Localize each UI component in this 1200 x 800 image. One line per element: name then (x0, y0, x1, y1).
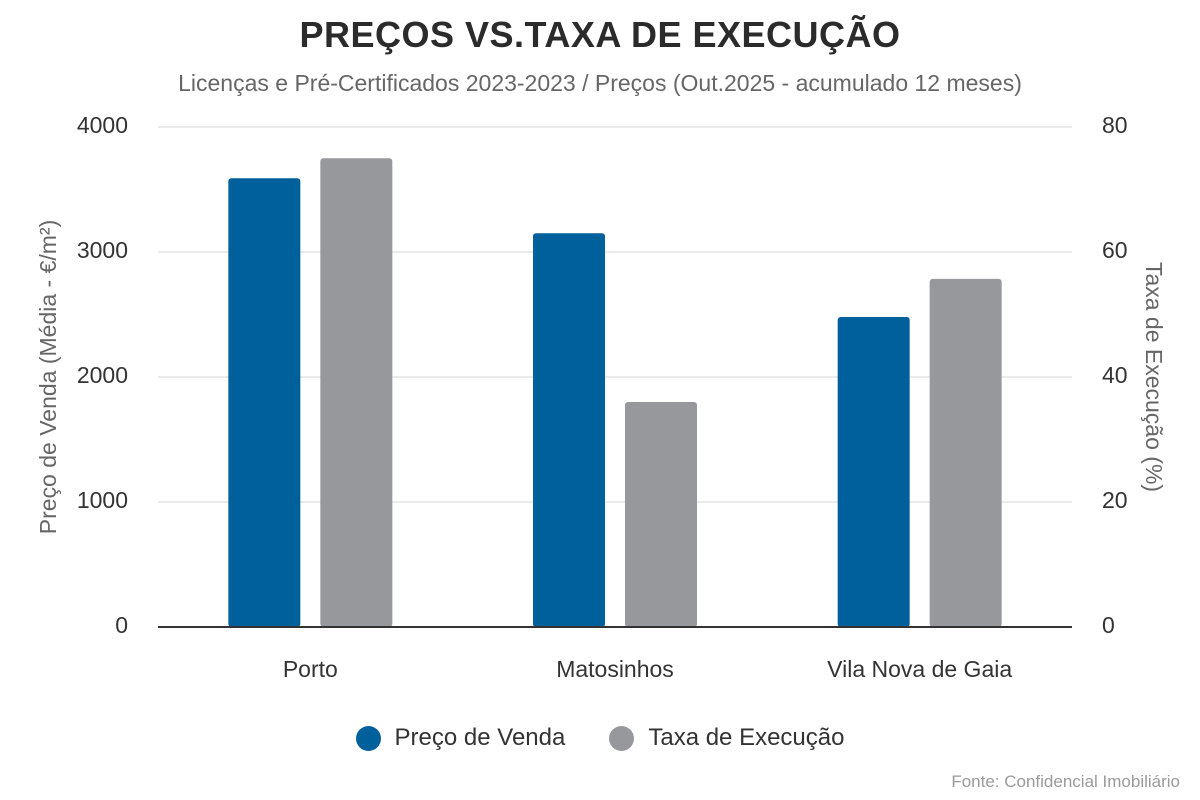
chart-title: PREÇOS VS.TAXA DE EXECUÇÃO (299, 14, 901, 55)
legend-swatch-taxa (609, 725, 635, 751)
y2-tick-label: 0 (1102, 612, 1115, 638)
x-category-label: Vila Nova de Gaia (827, 656, 1012, 682)
y-tick-label: 3000 (77, 237, 128, 263)
bar-preco-2[interactable] (533, 233, 605, 627)
source-note: Fonte: Confidencial Imobiliário (951, 772, 1180, 791)
chart-subtitle: Licenças e Pré-Certificados 2023-2023 / … (178, 70, 1022, 96)
x-category-label: Matosinhos (556, 656, 674, 682)
y2-tick-label: 60 (1102, 237, 1128, 263)
y-tick-label: 4000 (77, 112, 128, 138)
legend-label-taxa: Taxa de Execução (648, 724, 845, 751)
y-tick-label: 0 (115, 612, 128, 638)
legend-label-preco: Preço de Venda (394, 724, 566, 751)
bar-preco-1[interactable] (228, 178, 301, 627)
bar-taxa-1[interactable] (320, 158, 393, 627)
y-tick-label: 1000 (77, 487, 128, 513)
x-category-label: Porto (283, 656, 338, 682)
y2-tick-label: 40 (1102, 362, 1128, 388)
y-tick-label: 2000 (77, 362, 128, 388)
y2-axis-title: Taxa de Execução (%) (1141, 262, 1167, 492)
legend: Preço de Venda Taxa de Execução (0, 724, 1200, 752)
y2-tick-label: 80 (1102, 112, 1128, 138)
bar-taxa-3[interactable] (929, 278, 1002, 627)
bar-taxa-2[interactable] (625, 402, 697, 627)
y-axis-title: Preço de Venda (Média - €/m²) (35, 220, 61, 534)
legend-item-taxa[interactable]: Taxa de Execução (609, 724, 844, 752)
legend-swatch-preco (355, 725, 381, 751)
legend-item-preco[interactable]: Preço de Venda (355, 724, 566, 752)
bar-preco-3[interactable] (837, 317, 910, 627)
y2-tick-label: 20 (1102, 487, 1128, 513)
